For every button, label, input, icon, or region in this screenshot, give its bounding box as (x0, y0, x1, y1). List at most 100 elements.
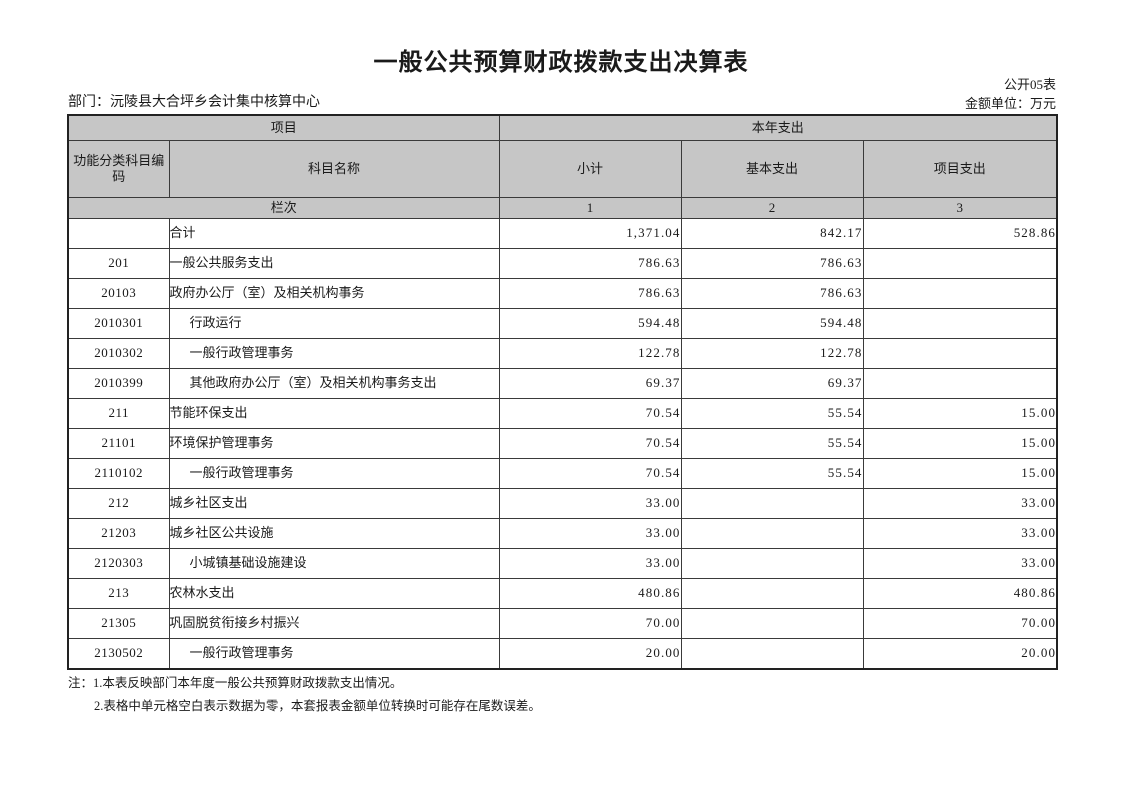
table-row: 21203 城乡社区公共设施 33.00 33.00 (67, 518, 1059, 549)
cell-subject-name: 巩固脱贫衔接乡村振兴 (168, 608, 500, 639)
footnote-1: 注：1.本表反映部门本年度一般公共预算财政拨款支出情况。 (68, 676, 403, 690)
cell-function-code: 21203 (67, 518, 170, 549)
cell-subtotal: 480.86 (498, 578, 682, 609)
cell-project-expenditure: 15.00 (862, 458, 1059, 489)
cell-subtotal: 70.54 (498, 398, 682, 429)
cell-subtotal: 20.00 (498, 638, 682, 670)
table-row: 213 农林水支出 480.86 480.86 (67, 578, 1059, 609)
cell-basic-expenditure: 594.48 (680, 308, 864, 339)
table-row: 2120303 小城镇基础设施建设 33.00 33.00 (67, 548, 1059, 579)
table-row: 21101 环境保护管理事务 70.54 55.54 15.00 (67, 428, 1059, 459)
cell-basic-expenditure (680, 548, 864, 579)
cell-subject-name: 一般行政管理事务 (168, 638, 500, 670)
cell-subtotal: 70.54 (498, 428, 682, 459)
header-col-subject-name: 科目名称 (168, 140, 500, 198)
table-row: 2010399 其他政府办公厅（室）及相关机构事务支出 69.37 69.37 (67, 368, 1059, 399)
cell-basic-expenditure (680, 638, 864, 670)
cell-subtotal: 33.00 (498, 518, 682, 549)
cell-subject-name: 农林水支出 (168, 578, 500, 609)
cell-subject-name: 一般行政管理事务 (168, 338, 500, 369)
cell-project-expenditure: 480.86 (862, 578, 1059, 609)
cell-subject-name: 城乡社区公共设施 (168, 518, 500, 549)
cell-basic-expenditure: 842.17 (680, 218, 864, 249)
header-column-index-row: 栏次 1 2 3 (66, 197, 1059, 219)
cell-basic-expenditure: 69.37 (680, 368, 864, 399)
cell-function-code: 211 (67, 398, 170, 429)
cell-subject-name: 合计 (168, 218, 500, 249)
header-column-index-3: 3 (862, 197, 1059, 219)
table-row: 2010301 行政运行 594.48 594.48 (67, 308, 1059, 339)
cell-project-expenditure: 33.00 (862, 488, 1059, 519)
cell-subject-name: 其他政府办公厅（室）及相关机构事务支出 (168, 368, 500, 399)
budget-table-container: 项目 本年支出 功能分类科目编码 科目名称 小计 基本支出 项目支出 栏次 1 … (66, 114, 1059, 670)
cell-subject-name: 环境保护管理事务 (168, 428, 500, 459)
cell-basic-expenditure (680, 518, 864, 549)
cell-subtotal: 70.54 (498, 458, 682, 489)
amount-unit-label: 金额单位：万元 (964, 96, 1056, 111)
header-column-index-2: 2 (680, 197, 864, 219)
table-row: 211 节能环保支出 70.54 55.54 15.00 (67, 398, 1059, 429)
cell-subtotal: 33.00 (498, 548, 682, 579)
cell-basic-expenditure: 55.54 (680, 428, 864, 459)
cell-subject-name: 小城镇基础设施建设 (168, 548, 500, 579)
cell-basic-expenditure (680, 608, 864, 639)
cell-project-expenditure: 15.00 (862, 428, 1059, 459)
footnotes: 注：1.本表反映部门本年度一般公共预算财政拨款支出情况。 2.表格中单元格空白表… (68, 672, 541, 718)
footnote-2: 2.表格中单元格空白表示数据为零，本套报表金额单位转换时可能存在尾数误差。 (94, 699, 541, 714)
cell-subtotal: 122.78 (498, 338, 682, 369)
table-body: 合计 1,371.04 842.17 528.86 201 一般公共服务支出 786.63 7… (67, 218, 1059, 670)
cell-function-code: 2010302 (67, 338, 170, 369)
page-title: 一般公共预算财政拨款支出决算表 (373, 50, 749, 76)
cell-subtotal: 70.00 (498, 608, 682, 639)
cell-subject-name: 政府办公厅（室）及相关机构事务 (168, 278, 500, 309)
form-number-label: 公开05表 (1003, 77, 1056, 92)
table-row: 合计 1,371.04 842.17 528.86 (67, 218, 1059, 249)
table-row: 201 一般公共服务支出 786.63 786.63 (67, 248, 1059, 279)
cell-function-code: 2010301 (67, 308, 170, 339)
cell-basic-expenditure: 55.54 (680, 458, 864, 489)
cell-project-expenditure: 70.00 (862, 608, 1059, 639)
header-column-index-label: 栏次 (66, 197, 500, 219)
cell-subtotal: 33.00 (498, 488, 682, 519)
table-row: 2110102 一般行政管理事务 70.54 55.54 15.00 (67, 458, 1059, 489)
cell-project-expenditure (862, 308, 1059, 339)
table-row: 2130502 一般行政管理事务 20.00 20.00 (67, 638, 1059, 670)
cell-function-code: 20103 (67, 278, 170, 309)
table-row: 20103 政府办公厅（室）及相关机构事务 786.63 786.63 (67, 278, 1059, 309)
header-group-row: 项目 本年支出 (66, 114, 1059, 141)
header-column-row: 功能分类科目编码 科目名称 小计 基本支出 项目支出 (67, 140, 1059, 198)
cell-project-expenditure (862, 338, 1059, 369)
cell-function-code: 2120303 (67, 548, 170, 579)
cell-project-expenditure: 15.00 (862, 398, 1059, 429)
cell-function-code: 21305 (67, 608, 170, 639)
table-header: 项目 本年支出 功能分类科目编码 科目名称 小计 基本支出 项目支出 栏次 1 … (66, 114, 1059, 219)
header-col-function-code: 功能分类科目编码 (67, 140, 170, 198)
cell-subject-name: 行政运行 (168, 308, 500, 339)
cell-subject-name: 一般公共服务支出 (168, 248, 500, 279)
cell-function-code (67, 218, 170, 249)
department-label: 部门：沅陵县大合坪乡会计集中核算中心 (68, 95, 320, 110)
table-row: 21305 巩固脱贫衔接乡村振兴 70.00 70.00 (67, 608, 1059, 639)
cell-project-expenditure: 20.00 (862, 638, 1059, 670)
cell-project-expenditure (862, 248, 1059, 279)
cell-subtotal: 786.63 (498, 278, 682, 309)
cell-basic-expenditure: 786.63 (680, 248, 864, 279)
cell-function-code: 2110102 (67, 458, 170, 489)
cell-subject-name: 节能环保支出 (168, 398, 500, 429)
cell-subject-name: 城乡社区支出 (168, 488, 500, 519)
header-group-project: 项目 (66, 114, 500, 141)
table-row: 2010302 一般行政管理事务 122.78 122.78 (67, 338, 1059, 369)
header-column-index-1: 1 (498, 197, 682, 219)
cell-basic-expenditure (680, 488, 864, 519)
cell-subtotal: 1,371.04 (498, 218, 682, 249)
cell-function-code: 201 (67, 248, 170, 279)
cell-project-expenditure: 528.86 (862, 218, 1059, 249)
cell-project-expenditure: 33.00 (862, 518, 1059, 549)
header-col-subtotal: 小计 (498, 140, 682, 198)
cell-function-code: 21101 (67, 428, 170, 459)
cell-basic-expenditure: 786.63 (680, 278, 864, 309)
cell-basic-expenditure: 122.78 (680, 338, 864, 369)
cell-basic-expenditure (680, 578, 864, 609)
header-col-project-expenditure: 项目支出 (862, 140, 1059, 198)
